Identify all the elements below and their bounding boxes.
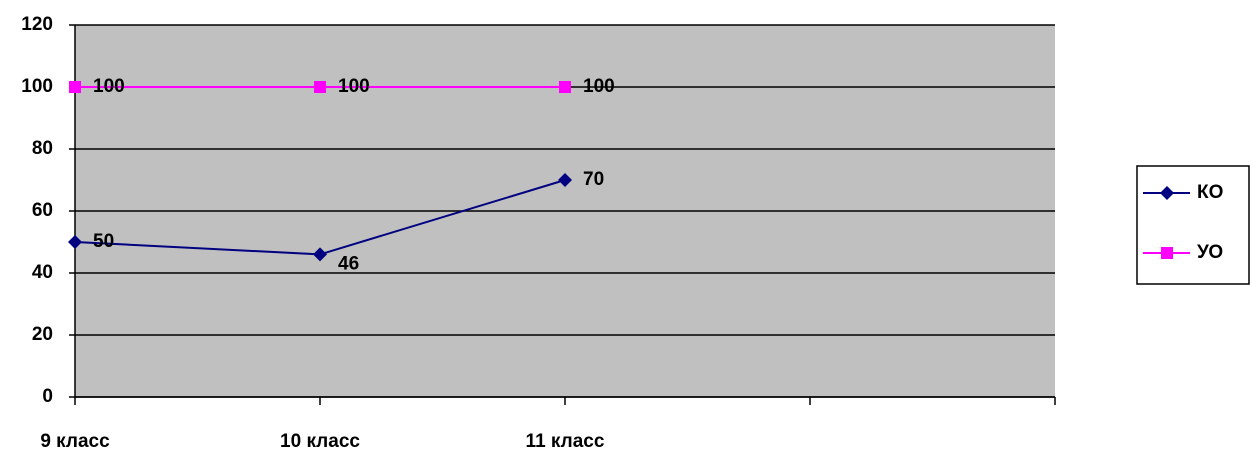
point [68, 235, 82, 249]
x-tick-label: 9 класс [40, 431, 110, 452]
y-tick-label: 100 [21, 76, 53, 97]
x-tick-label: 11 класс [526, 431, 605, 452]
data-label: 50 [93, 231, 114, 252]
legend-label: КО [1197, 182, 1223, 203]
y-tick-label: 40 [32, 262, 53, 283]
y-tick-label: 60 [32, 200, 53, 221]
point [314, 81, 326, 93]
point [559, 81, 571, 93]
data-label: 100 [93, 76, 125, 97]
x-tick-label: 10 класс [280, 431, 360, 452]
y-tick-label: 0 [42, 386, 53, 407]
point [1160, 186, 1174, 200]
point [313, 247, 327, 262]
y-tick-label: 80 [32, 138, 53, 159]
data-label: 100 [583, 76, 615, 97]
y-tick-label: 20 [32, 324, 53, 345]
legend-box [1136, 165, 1250, 285]
data-label: 70 [583, 169, 604, 190]
point [69, 81, 81, 93]
data-label: 100 [338, 76, 370, 97]
y-tick-label: 120 [21, 14, 53, 35]
data-label: 46 [338, 253, 359, 274]
legend-label: УО [1197, 242, 1223, 263]
point [558, 173, 572, 187]
point [1161, 247, 1173, 259]
